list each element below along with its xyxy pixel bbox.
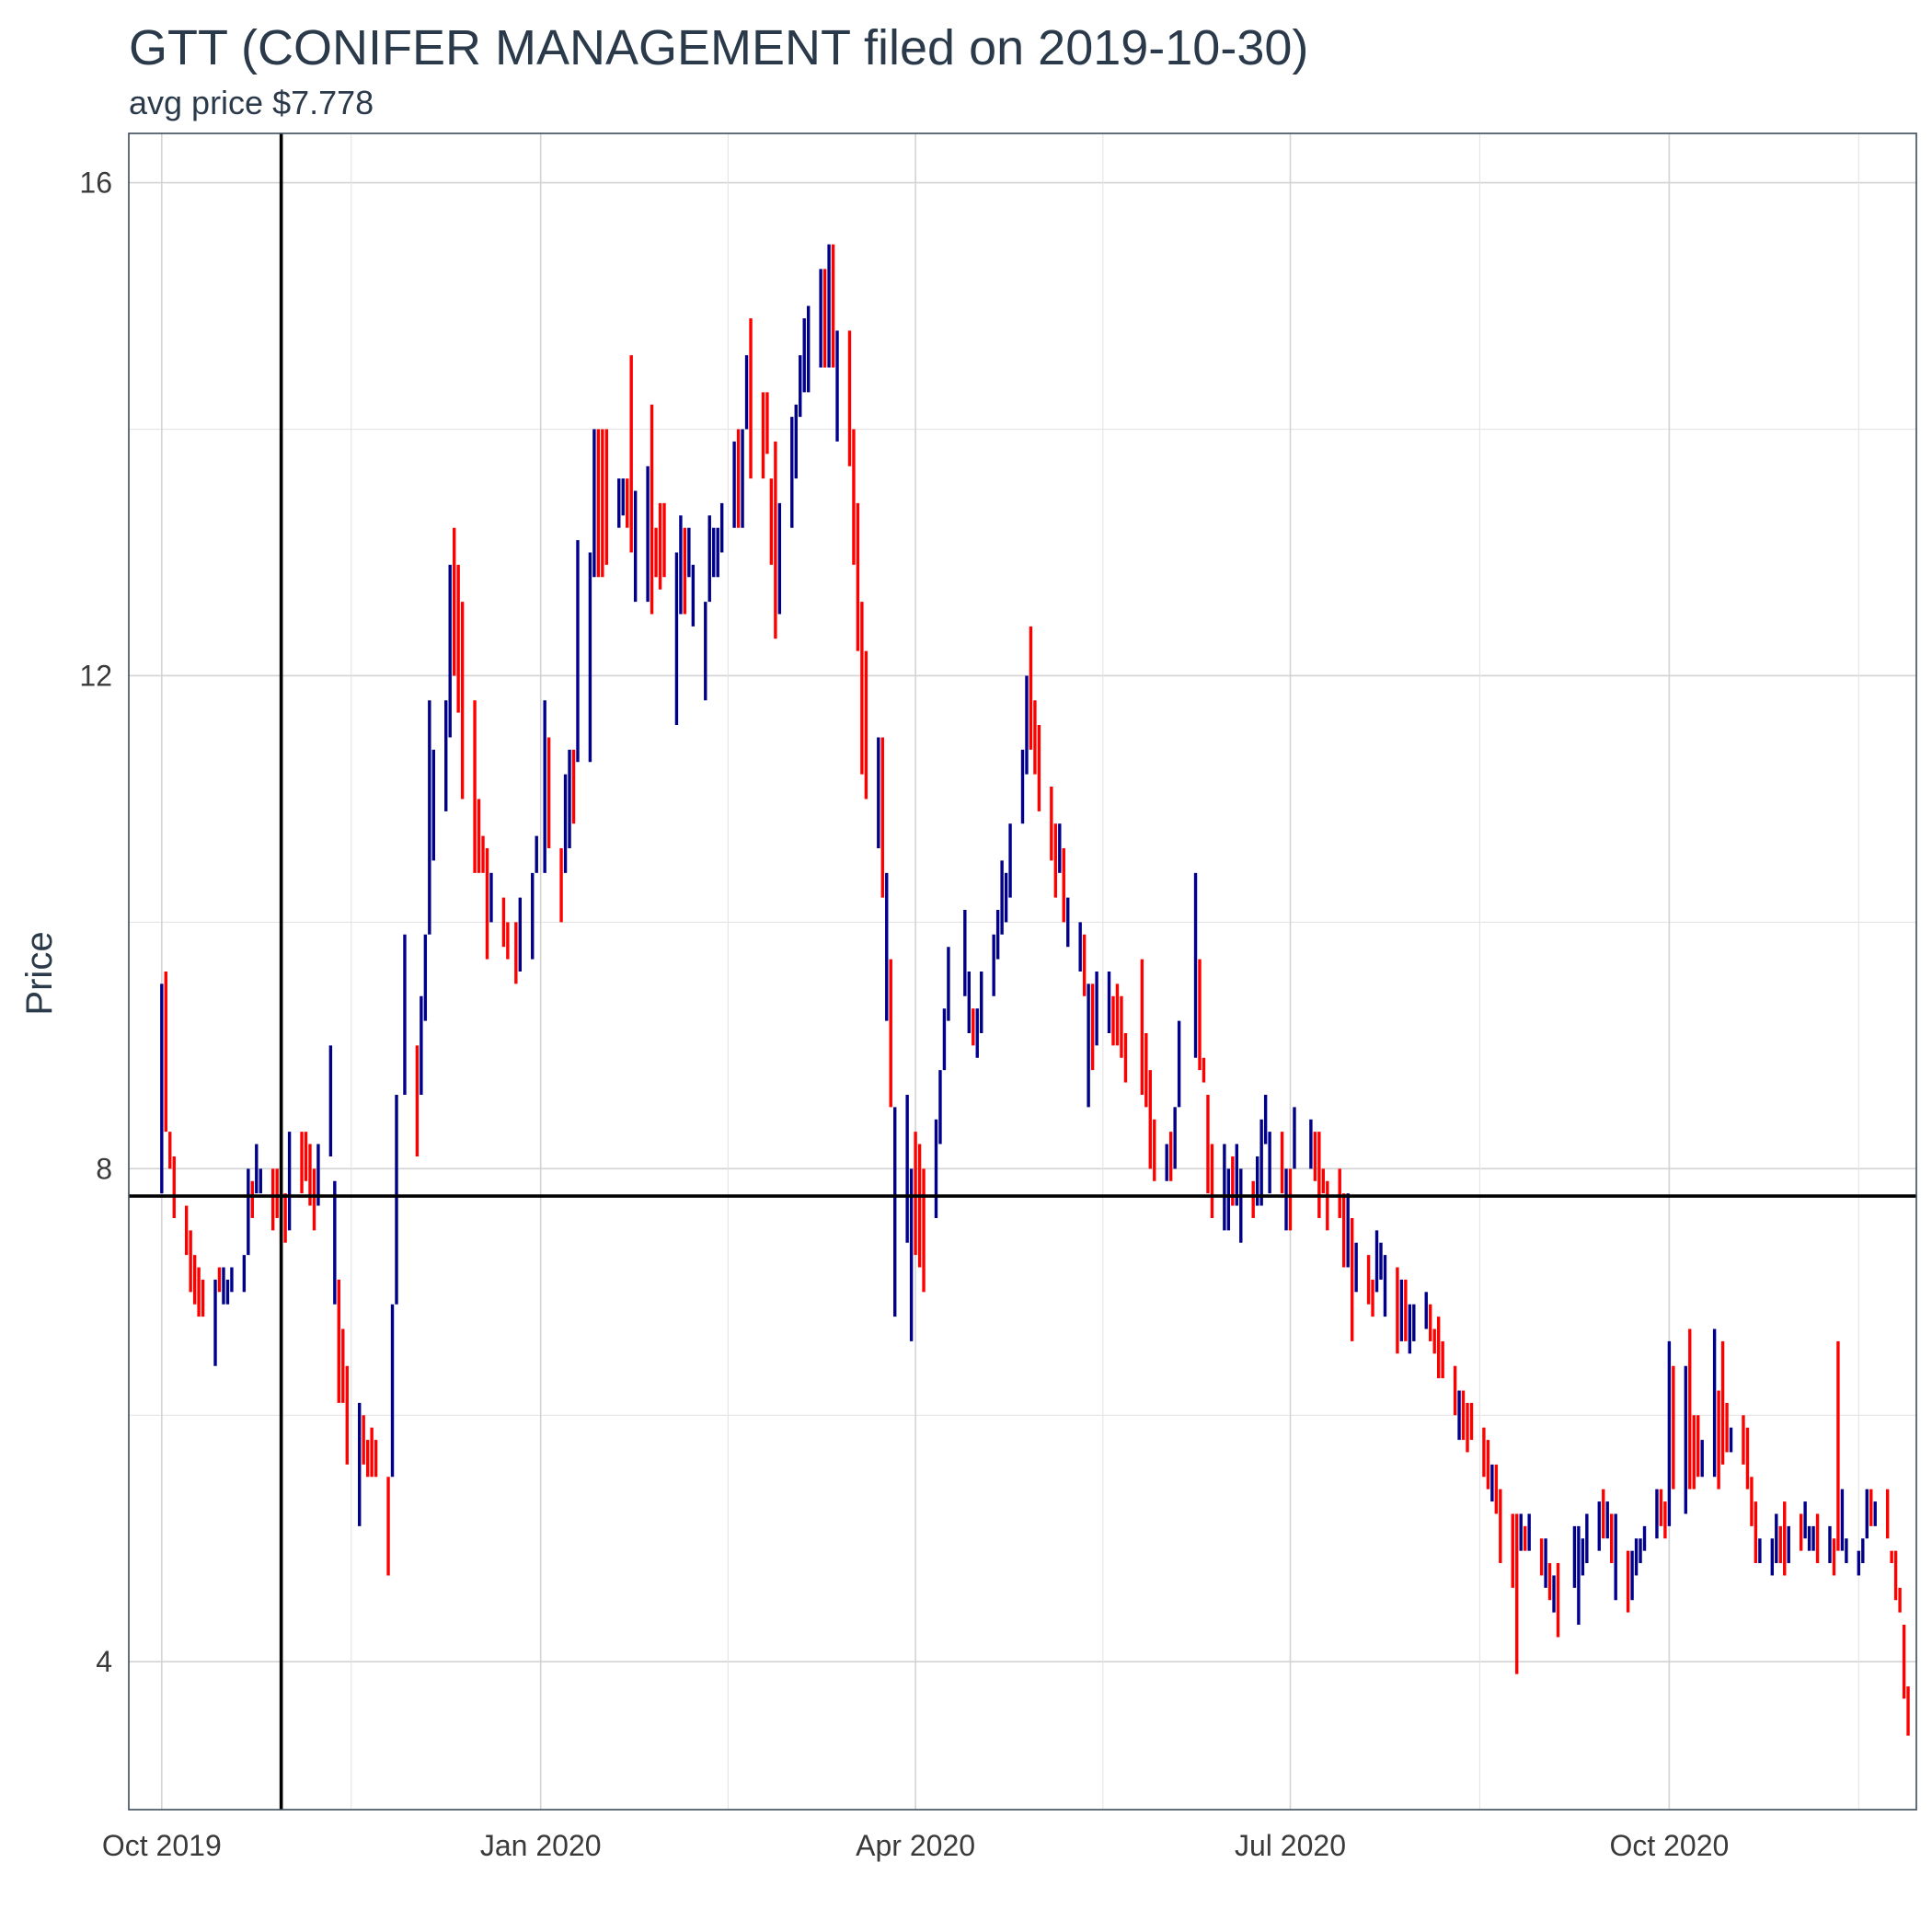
chart-subtitle: avg price $7.778 xyxy=(129,84,374,121)
x-tick-label: Oct 2019 xyxy=(102,1829,222,1862)
x-tick-label: Jul 2020 xyxy=(1235,1829,1346,1862)
y-tick-label: 12 xyxy=(79,659,112,692)
x-tick-label: Apr 2020 xyxy=(856,1829,975,1862)
x-tick-label: Oct 2020 xyxy=(1609,1829,1729,1862)
y-tick-label: 16 xyxy=(79,167,112,200)
panel-border xyxy=(128,132,1917,1811)
x-tick-label: Jan 2020 xyxy=(480,1829,602,1862)
reference-lines xyxy=(129,133,1916,1810)
chart-title: GTT (CONIFER MANAGEMENT filed on 2019-10… xyxy=(129,20,1308,75)
y-axis-title: Price xyxy=(19,931,60,1015)
y-tick-label: 4 xyxy=(96,1645,112,1678)
y-tick-label: 8 xyxy=(96,1152,112,1185)
grid xyxy=(129,133,1916,1810)
price-bars xyxy=(160,244,1910,1736)
axes: 4 8 12 16 Oct 2019 Jan 2020 Apr 2020 Jul 2020 Oc… xyxy=(79,167,1729,1862)
